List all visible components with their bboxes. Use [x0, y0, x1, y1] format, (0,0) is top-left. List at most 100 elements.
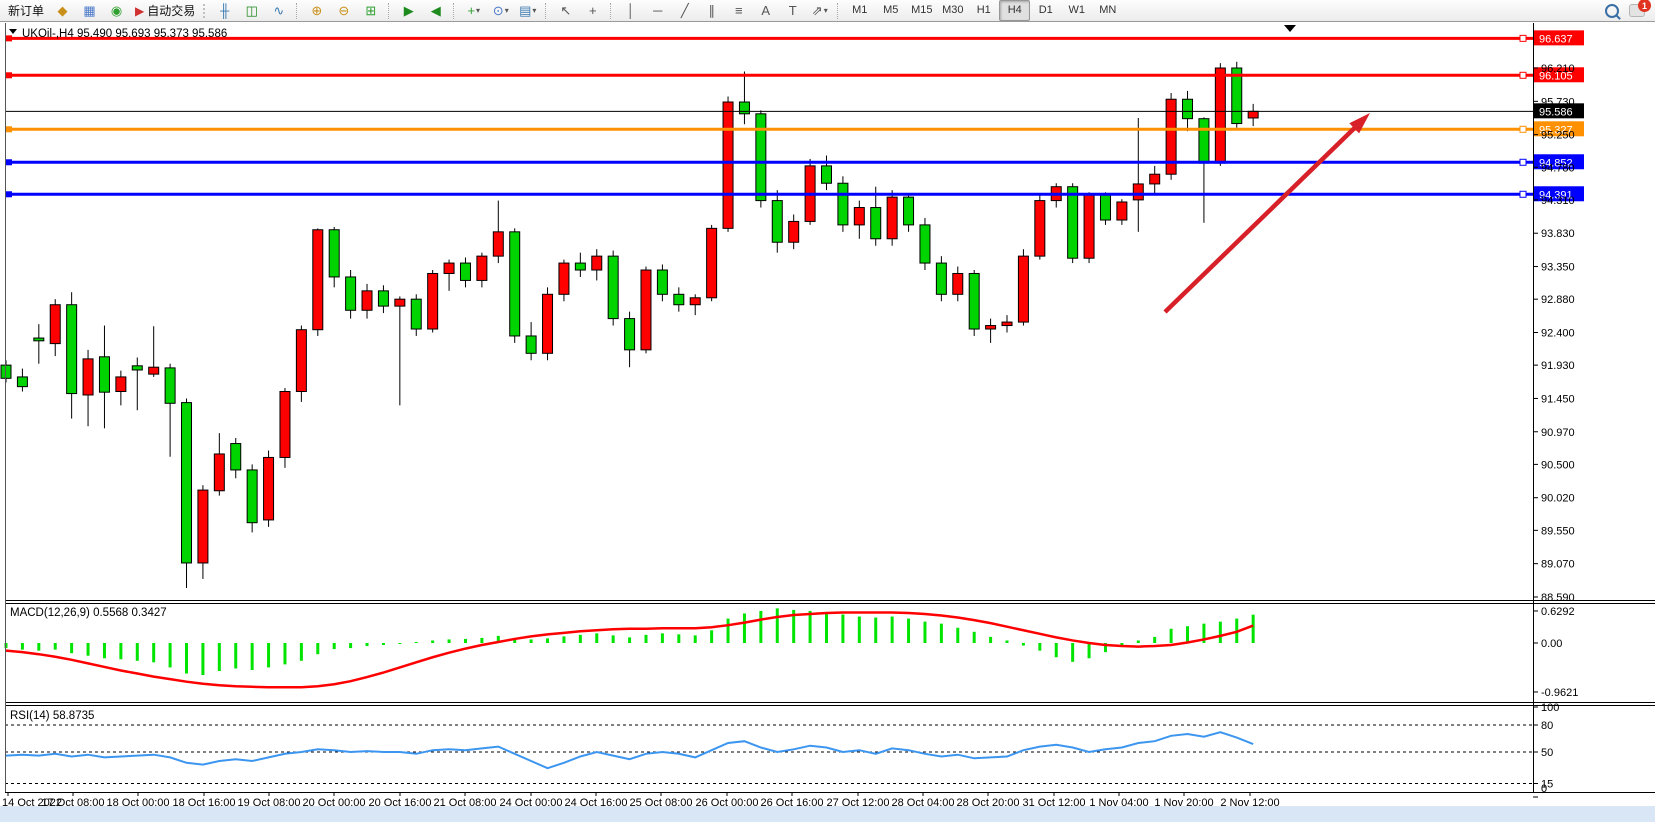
vertical-line-tool[interactable]: │ [617, 0, 644, 21]
fibonacci-tool[interactable]: ≡ [725, 0, 752, 21]
line-handle-right [1519, 125, 1527, 133]
line-chart-button[interactable]: ∿ [265, 0, 292, 21]
svg-text:14 Oct 2022: 14 Oct 2022 [2, 797, 62, 809]
svg-text:96.637: 96.637 [1539, 33, 1573, 45]
text-tool[interactable]: A [752, 0, 779, 21]
candlestick-series [0, 61, 1259, 588]
navigator-button[interactable]: ◉ [103, 0, 130, 21]
svg-text:0.6292: 0.6292 [1541, 606, 1575, 618]
indicators-button[interactable]: ▤ ▾ [514, 0, 541, 21]
new-chart-icon: + [467, 3, 476, 18]
svg-text:93.830: 93.830 [1541, 228, 1575, 240]
svg-text:92.400: 92.400 [1541, 327, 1575, 339]
crosshair-tool-button[interactable]: + [579, 0, 606, 21]
bar-chart-button[interactable]: ╫ [211, 0, 238, 21]
toolbar-separator [453, 2, 456, 19]
timeframe-mn[interactable]: MN [1099, 4, 1117, 16]
cursor-tool-button[interactable]: ↖ [552, 0, 579, 21]
indicators-icon: ▤ [519, 3, 532, 18]
line-handle-left [6, 159, 12, 166]
chat-icon[interactable]: 1 [1629, 0, 1651, 17]
svg-text:88.590: 88.590 [1541, 592, 1575, 604]
price-tag [1534, 30, 1584, 46]
line-handle-left [6, 126, 12, 133]
line-handle-right [1519, 190, 1527, 198]
svg-text:93.350: 93.350 [1541, 262, 1575, 274]
auto-scroll-button[interactable]: ▶ [395, 0, 422, 21]
horizontal-line-icon: ─ [653, 3, 663, 18]
zoom-in-button[interactable]: ⊕ [303, 0, 330, 21]
svg-text:0.00: 0.00 [1541, 638, 1562, 650]
navigator-icon: ◉ [110, 3, 123, 18]
timeframe-h1[interactable]: H1 [976, 4, 991, 16]
chart-title: UKOil-,H4 95.490 95.693 95.373 95.586 [9, 28, 227, 40]
market-watch-button[interactable]: ◆ [49, 0, 76, 21]
svg-text:95.586: 95.586 [1539, 106, 1573, 118]
chart-shift-button[interactable]: ◀ [422, 0, 449, 21]
data-window-button[interactable]: ▦ [76, 0, 103, 21]
rsi-label: RSI(14) 58.8735 [10, 710, 94, 722]
svg-text:89.070: 89.070 [1541, 559, 1575, 571]
timeframe-d1[interactable]: D1 [1038, 4, 1053, 16]
trendline-tool[interactable]: ╱ [671, 0, 698, 21]
svg-text:28 Oct 20:00: 28 Oct 20:00 [957, 797, 1020, 809]
svg-text:94.780: 94.780 [1541, 162, 1575, 174]
new-order-button[interactable]: 新订单 [8, 3, 45, 18]
resistance-line-1[interactable]: 96.637 [6, 30, 1584, 46]
support-line-1[interactable]: 94.852 [6, 154, 1584, 170]
svg-text:94.310: 94.310 [1541, 195, 1575, 207]
svg-text:21 Oct 08:00: 21 Oct 08:00 [434, 797, 497, 809]
timeframe-m1[interactable]: M1 [852, 4, 868, 16]
new-chart-button[interactable]: + ▾ [460, 0, 487, 21]
channel-tool[interactable]: ∥ [698, 0, 725, 21]
autotrading-icon: ▶ [135, 3, 145, 18]
svg-text:95.730: 95.730 [1541, 96, 1575, 108]
svg-text:96.105: 96.105 [1539, 70, 1573, 82]
timeframe-m5[interactable]: M5 [883, 4, 899, 16]
chevron-down-icon: ▾ [532, 5, 537, 15]
text-label-tool[interactable]: T [779, 0, 806, 21]
horizontal-line-tool[interactable]: ─ [644, 0, 671, 21]
timeframe-w1[interactable]: W1 [1068, 4, 1086, 16]
toolbar-separator [388, 2, 391, 19]
candle-chart-button[interactable]: ◫ [238, 0, 265, 21]
support-line-2[interactable]: 94.391 [6, 186, 1584, 202]
zoom-out-button[interactable]: ⊖ [330, 0, 357, 21]
pivot-line[interactable]: 95.327 [6, 121, 1584, 136]
cursor-icon: ↖ [560, 3, 572, 18]
svg-text:95.250: 95.250 [1541, 130, 1575, 142]
svg-text:89.550: 89.550 [1541, 525, 1575, 537]
periods-button[interactable]: ⊙ ▾ [487, 0, 514, 21]
timeframe-m30[interactable]: M30 [942, 4, 964, 16]
svg-text:1 Nov 20:00: 1 Nov 20:00 [1154, 797, 1213, 809]
svg-text:MACD(12,26,9) 0.5568 0.3427: MACD(12,26,9) 0.5568 0.3427 [10, 607, 167, 619]
timeframe-m15[interactable]: M15 [911, 4, 933, 16]
shapes-tool[interactable]: ⇗ ▾ [806, 0, 833, 21]
trendline-icon: ╱ [680, 3, 689, 18]
tile-windows-button[interactable]: ⊞ [357, 0, 384, 21]
current-price-tag [1534, 103, 1584, 119]
toolbar-grip [203, 3, 208, 18]
autotrading-label: 自动交易 [147, 3, 196, 18]
svg-text:24 Oct 16:00: 24 Oct 16:00 [565, 797, 628, 809]
svg-text:24 Oct 00:00: 24 Oct 00:00 [500, 797, 563, 809]
price-tag [1534, 186, 1584, 202]
candlestick-chart-icon: ◫ [245, 3, 258, 18]
macd-signal-line [5, 611, 1254, 689]
trend-arrow[interactable] [1163, 113, 1370, 314]
search-icon[interactable] [1605, 3, 1619, 18]
line-handle-right [1519, 71, 1527, 79]
chart-shift-marker[interactable] [1284, 25, 1296, 32]
fibonacci-icon: ≡ [734, 3, 743, 18]
bar-chart-icon: ╫ [220, 3, 230, 18]
autotrading-button[interactable]: ▶ 自动交易 [130, 0, 200, 21]
resistance-line-2[interactable]: 96.105 [6, 67, 1584, 83]
price-tag [1534, 121, 1584, 137]
toolbar-separator [837, 2, 840, 19]
timeframe-h4[interactable]: H4 [999, 0, 1031, 21]
title-dropdown-icon [9, 29, 17, 34]
current-price-line: 95.586 [6, 103, 1584, 119]
toolbar-separator [296, 2, 299, 19]
text-icon: A [761, 3, 771, 18]
